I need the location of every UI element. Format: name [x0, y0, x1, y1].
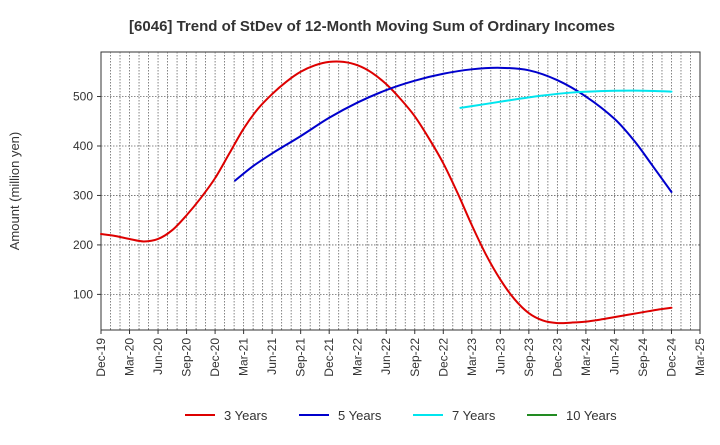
y-tick-label: 300	[73, 188, 93, 202]
y-tick-label: 200	[73, 238, 93, 252]
x-tick-label: Jun-23	[493, 338, 507, 375]
series-line-7-years	[459, 89, 673, 109]
y-axis-label: Amount (million yen)	[7, 132, 22, 251]
x-tick-label: Dec-23	[550, 338, 564, 377]
x-tick-label: Dec-22	[436, 338, 450, 377]
x-axis-ticks: Dec-19 Mar-20 Jun-20 Sep-20 Dec-20 Mar-21 Jun-…	[94, 330, 707, 377]
y-tick-label: 400	[73, 139, 93, 153]
y-tick-label: 500	[73, 90, 93, 104]
x-tick-label: Jun-20	[151, 338, 165, 375]
x-tick-label: Jun-22	[379, 338, 393, 375]
series-layer	[100, 60, 673, 325]
plot-area	[100, 51, 701, 331]
series-line-5-years	[234, 66, 673, 193]
chart-title: [6046] Trend of StDev of 12-Month Moving…	[129, 18, 615, 35]
grid-layer	[101, 52, 700, 330]
y-axis-ticks: 100 200 300 400 500	[73, 90, 101, 301]
legend-label: 10 Years	[566, 408, 617, 423]
x-tick-label: Sep-20	[180, 338, 194, 377]
x-tick-label: Sep-23	[522, 338, 536, 377]
x-tick-label: Dec-21	[322, 338, 336, 377]
legend-label: 5 Years	[338, 408, 382, 423]
x-tick-label: Sep-21	[294, 338, 308, 377]
x-tick-label: Sep-24	[636, 338, 650, 377]
x-tick-label: Mar-21	[237, 338, 251, 376]
x-tick-label: Mar-25	[693, 338, 707, 376]
x-tick-label: Jun-21	[265, 338, 279, 375]
legend: 3 Years 5 Years 7 Years 10 Years	[185, 408, 617, 423]
x-tick-label: Dec-19	[94, 338, 108, 377]
legend-label: 3 Years	[224, 408, 268, 423]
x-tick-label: Dec-24	[664, 338, 678, 377]
x-tick-label: Jun-24	[607, 338, 621, 375]
x-tick-label: Mar-20	[123, 338, 137, 376]
x-tick-label: Dec-20	[208, 338, 222, 377]
series-line-3-years	[100, 60, 673, 325]
x-tick-label: Mar-22	[351, 338, 365, 376]
y-tick-label: 100	[73, 287, 93, 301]
legend-label: 7 Years	[452, 408, 496, 423]
x-tick-label: Mar-24	[579, 338, 593, 376]
x-tick-label: Sep-22	[408, 338, 422, 377]
x-tick-label: Mar-23	[465, 338, 479, 376]
